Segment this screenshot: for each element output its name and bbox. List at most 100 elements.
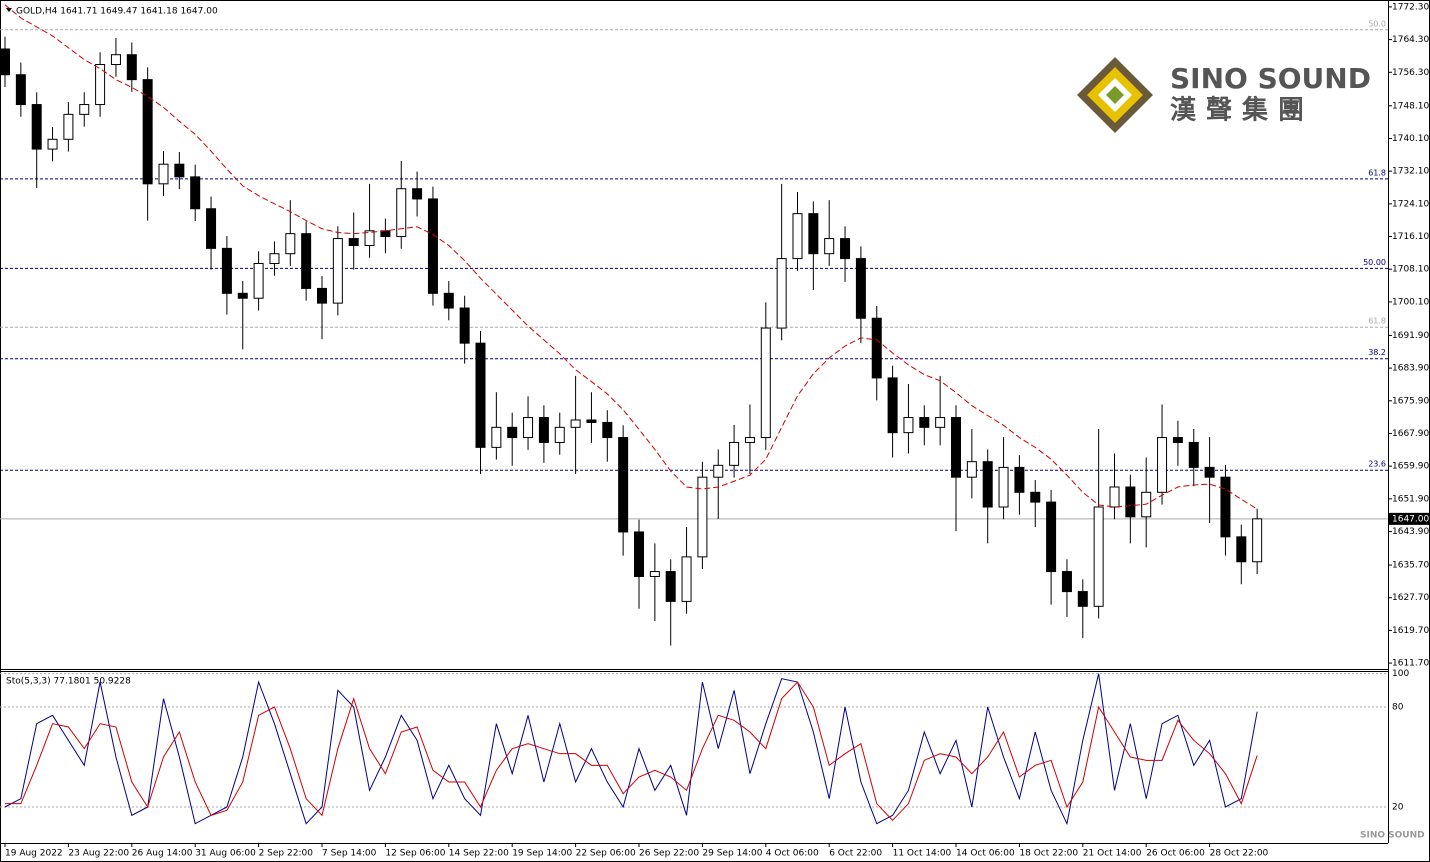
- candle-body: [31, 104, 42, 150]
- candle-body: [855, 258, 866, 319]
- candle-body: [332, 238, 343, 304]
- y-tick-label: 1724.10: [1392, 199, 1429, 209]
- x-tick-label: 29 Sep 14:00: [702, 849, 762, 859]
- candle-body: [1157, 437, 1168, 493]
- candle-body: [142, 79, 153, 185]
- candle-body: [491, 426, 502, 448]
- candle-body: [1252, 518, 1263, 563]
- candle-body: [174, 163, 185, 178]
- y-tick-label: 1651.90: [1392, 494, 1429, 504]
- y-tick-label: 1683.90: [1392, 364, 1429, 374]
- candle-body: [887, 377, 898, 434]
- candle-body: [1077, 591, 1088, 607]
- x-tick-label: 23 Aug 22:00: [68, 849, 129, 859]
- y-tick-label: 1716.10: [1392, 232, 1429, 242]
- y-tick-label: 20: [1392, 803, 1404, 813]
- candle-body: [935, 417, 946, 428]
- moving-average: [4, 4, 1258, 510]
- candle-body: [871, 317, 882, 379]
- candle-body: [697, 476, 708, 558]
- candle-body: [538, 417, 549, 443]
- y-tick-label: 1740.10: [1392, 134, 1429, 144]
- y-tick-label: 1700.10: [1392, 297, 1429, 307]
- stochastic-line: [4, 673, 1258, 826]
- candle-body: [951, 417, 961, 478]
- candle-body: [744, 437, 755, 443]
- x-tick-label: 7 Sep 14:00: [322, 849, 377, 859]
- candle-body: [364, 230, 375, 247]
- x-tick-label: 6 Oct 22:00: [829, 849, 882, 859]
- logo: SINO SOUND 漢聲集團: [1077, 57, 1371, 133]
- price-label: 1647.00: [1392, 514, 1429, 524]
- candle-body: [665, 571, 676, 602]
- candle-body: [253, 262, 264, 299]
- candle-body: [570, 419, 581, 428]
- candle-body: [190, 176, 201, 210]
- candle-body: [1046, 501, 1057, 573]
- candle-body: [998, 466, 1009, 508]
- candle-body: [1014, 466, 1025, 493]
- candle-body: [634, 531, 644, 577]
- y-tick-label: 1627.70: [1392, 593, 1429, 603]
- x-tick-label: 14 Sep 22:00: [449, 849, 509, 859]
- candle-body: [903, 417, 914, 434]
- logo-text: SINO SOUND: [1170, 62, 1371, 95]
- candle-body: [459, 307, 470, 344]
- candle-body: [427, 198, 438, 294]
- candle-body: [221, 247, 232, 294]
- y-tick-label: 1667.90: [1392, 429, 1429, 439]
- y-tick-label: 1748.10: [1392, 101, 1429, 111]
- chart-title: GOLD,H4 1641.71 1649.47 1641.18 1647.00: [16, 7, 218, 17]
- menu-triangle: [6, 8, 12, 12]
- candle-body: [206, 208, 217, 249]
- candle-body: [1093, 506, 1104, 607]
- fib-level-label: 23.6: [1368, 460, 1386, 469]
- candle-body: [1188, 441, 1199, 468]
- y-tick-label: 1756.30: [1392, 68, 1429, 78]
- y-tick-label: 1732.10: [1392, 167, 1429, 177]
- y-tick-label: 100: [1392, 669, 1409, 679]
- candle-body: [1204, 466, 1215, 478]
- y-tick-label: 1764.30: [1392, 35, 1429, 45]
- fib-level-label: 50.0: [1368, 19, 1386, 28]
- x-tick-label: 4 Oct 06:00: [766, 849, 819, 859]
- candle-body: [776, 258, 787, 329]
- y-tick-label: 1675.90: [1392, 396, 1429, 406]
- candle-body: [681, 556, 692, 602]
- candle-body: [1236, 536, 1247, 563]
- candle-body: [649, 571, 660, 577]
- candle-body: [966, 461, 977, 478]
- x-tick-label: 22 Sep 06:00: [576, 849, 636, 859]
- candle-body: [285, 233, 296, 255]
- candle-body: [523, 417, 534, 439]
- y-tick-label: 1635.70: [1392, 561, 1429, 571]
- price-label-box: [1389, 512, 1429, 525]
- x-tick-label: 21 Oct 14:00: [1083, 849, 1142, 859]
- candle-body: [110, 54, 121, 66]
- y-tick-label: 1691.90: [1392, 331, 1429, 341]
- x-tick-label: 19 Aug 2022: [5, 849, 63, 859]
- candle-body: [760, 327, 771, 439]
- x-tick-label: 18 Oct 22:00: [1019, 849, 1078, 859]
- candle-body: [808, 213, 819, 255]
- x-tick-label: 28 Oct 22:00: [1210, 849, 1269, 859]
- y-tick-label: 1772.30: [1392, 2, 1429, 12]
- x-tick-label: 31 Aug 06:00: [195, 849, 256, 859]
- candle-body: [1030, 491, 1041, 503]
- candle-body: [412, 188, 423, 200]
- candle-body: [1172, 437, 1183, 443]
- candle-body: [47, 138, 58, 150]
- candle-body: [237, 292, 248, 299]
- x-tick-label: 11 Oct 14:00: [893, 849, 952, 859]
- candle-body: [79, 104, 90, 115]
- candle-body: [792, 213, 803, 260]
- fib-level-label: 50.00: [1363, 258, 1386, 267]
- candle-body: [126, 54, 137, 81]
- candle-body: [317, 287, 327, 304]
- x-tick-label: 26 Oct 06:00: [1146, 849, 1205, 859]
- y-tick-label: 1659.90: [1392, 462, 1429, 472]
- x-tick-label: 14 Oct 06:00: [956, 849, 1015, 859]
- candle-body: [380, 230, 391, 238]
- candle-body: [95, 64, 106, 106]
- candle-body: [15, 74, 26, 106]
